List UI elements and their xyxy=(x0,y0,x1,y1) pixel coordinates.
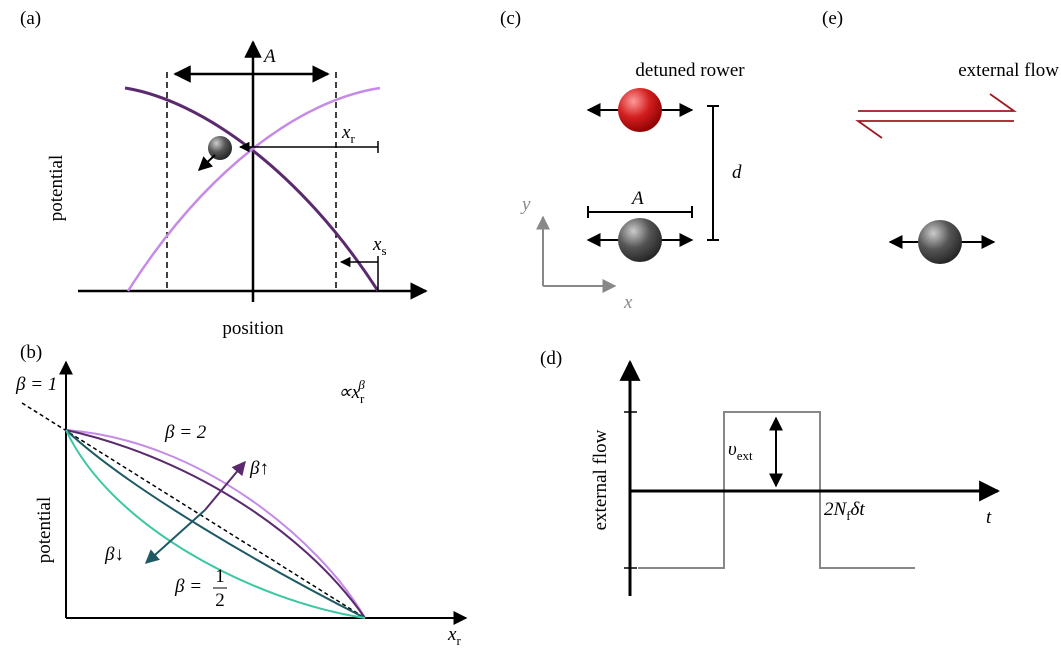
arrow xyxy=(204,460,246,511)
beta-down-label: β↓ xyxy=(104,544,124,565)
curve xyxy=(126,86,381,292)
numerator: 1 xyxy=(215,566,225,587)
panel-label: (e) xyxy=(822,8,843,29)
subscript: s xyxy=(381,243,386,258)
symbol: x xyxy=(372,234,382,255)
scaling-label: ∝xrβ xyxy=(338,377,365,406)
panel-e: (e) external flow xyxy=(822,8,1059,264)
curve xyxy=(65,429,366,619)
amplitude-label: A xyxy=(630,188,644,209)
suffix: δt xyxy=(851,499,866,520)
superscript: β xyxy=(357,377,365,392)
symbol: υ xyxy=(728,439,737,460)
prefix: 2N xyxy=(824,499,848,520)
arrow xyxy=(144,509,206,564)
x-s-label: xs xyxy=(372,234,387,258)
panel-c: (c) detuned rower A d y x xyxy=(500,8,745,313)
subscript: f xyxy=(846,508,851,523)
axis-label: t xyxy=(986,507,992,528)
flow-arrow xyxy=(855,120,1014,139)
axis-label: position xyxy=(222,318,284,339)
arrow xyxy=(197,154,216,171)
panel-label: (b) xyxy=(20,342,42,363)
denominator: 2 xyxy=(215,590,225,611)
subscript: r xyxy=(350,131,355,146)
title: detuned rower xyxy=(635,60,745,81)
beta-up-label: β↑ xyxy=(249,458,269,479)
subscript: r xyxy=(456,633,461,648)
panel-b: (b) β = 1 ∝xrβ β = 2 β↑ β↓ β = 1 2 poten… xyxy=(15,342,468,648)
subscript: ext xyxy=(737,448,753,463)
square-wave xyxy=(638,411,915,569)
dashed-line xyxy=(21,402,366,619)
gray-sphere xyxy=(618,218,662,262)
prefix: ∝x xyxy=(338,382,361,403)
curve xyxy=(124,86,380,292)
axis-label: external flow xyxy=(590,429,611,530)
symbol: x xyxy=(341,122,351,143)
subscript: r xyxy=(360,391,365,406)
axis-label: y xyxy=(520,194,531,215)
period-label: 2Nfδt xyxy=(824,499,865,523)
amplitude-label: A xyxy=(262,46,276,67)
distance-label: d xyxy=(732,162,742,183)
axis-label: potential xyxy=(46,155,67,221)
curve xyxy=(65,429,366,619)
curve xyxy=(65,429,366,619)
title: external flow xyxy=(958,60,1059,81)
x-r-label: xr xyxy=(341,122,355,146)
flow-arrow xyxy=(858,93,1017,112)
panel-label: (d) xyxy=(540,348,562,369)
panel-d: (d) υext 2Nfδt t external flow xyxy=(540,348,1001,596)
gray-sphere xyxy=(918,220,962,264)
axis-label: x xyxy=(623,292,633,313)
red-sphere xyxy=(618,88,662,132)
v-ext-label: υext xyxy=(728,439,753,463)
beta-1-label: β = 1 xyxy=(15,374,57,395)
beta-2-label: β = 2 xyxy=(164,422,207,443)
curve xyxy=(65,429,366,619)
panel-a: (a) A xr xs potential position xyxy=(20,8,428,339)
panel-label: (a) xyxy=(20,8,41,29)
particle xyxy=(208,136,232,160)
axis-label: xr xyxy=(447,624,461,648)
beta-half-label: β = xyxy=(174,576,202,597)
axis-label: potential xyxy=(34,497,55,563)
symbol: x xyxy=(447,624,457,645)
panel-label: (c) xyxy=(500,8,521,29)
